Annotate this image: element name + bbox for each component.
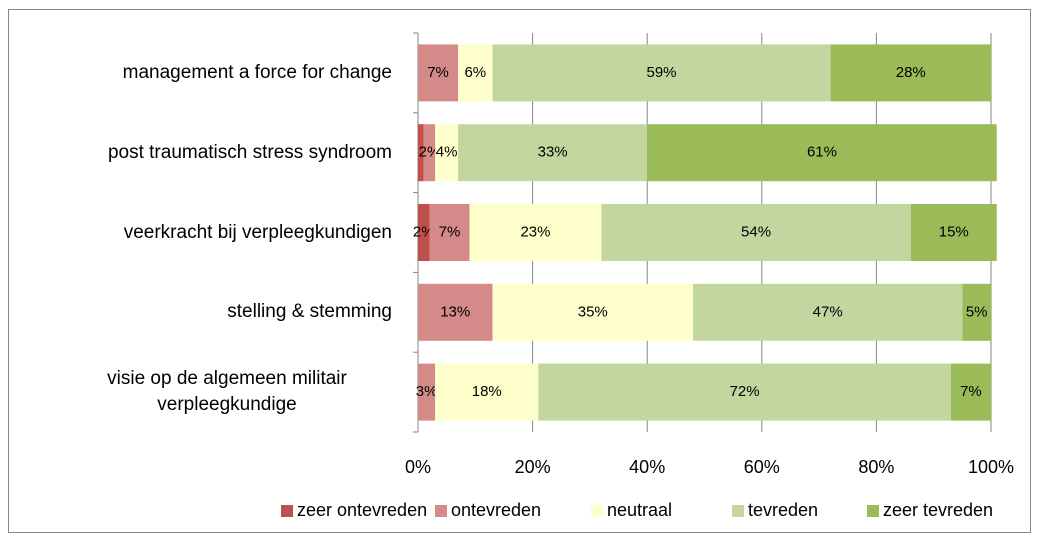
data-label: 54% <box>741 223 771 240</box>
data-label: 3% <box>416 383 438 400</box>
legend-swatch <box>732 505 744 517</box>
x-tick-label: 20% <box>515 457 551 477</box>
bar-segment <box>492 44 831 102</box>
x-tick-label: 0% <box>405 457 431 477</box>
data-label: 47% <box>813 303 843 320</box>
y-tick-label: stelling & stemming <box>227 301 392 323</box>
bar-segment <box>418 283 493 341</box>
y-tick-label: management a force for change <box>122 61 392 83</box>
data-label: 4% <box>436 144 458 161</box>
data-label: 2% <box>413 223 435 240</box>
data-label: 6% <box>464 64 486 81</box>
data-label: 23% <box>520 223 550 240</box>
data-label: 72% <box>730 383 760 400</box>
data-label: 15% <box>939 223 969 240</box>
data-label: 35% <box>578 303 608 320</box>
legend-label: zeer tevreden <box>883 500 993 520</box>
legend-label: zeer ontevreden <box>297 500 427 520</box>
x-tick-label: 80% <box>858 457 894 477</box>
data-label: 7% <box>439 223 461 240</box>
data-label: 7% <box>427 64 449 81</box>
bar-segment <box>647 124 997 182</box>
data-label: 33% <box>538 144 568 161</box>
bar-segment <box>693 283 963 341</box>
bar-segment <box>910 204 997 261</box>
legend-label: neutraal <box>607 500 672 520</box>
legend-swatch <box>867 505 879 517</box>
bar-segment <box>458 44 493 102</box>
data-label: 28% <box>896 64 926 81</box>
bar-segment <box>423 124 436 182</box>
x-tick-label: 100% <box>968 457 1014 477</box>
bar-segment <box>435 363 539 421</box>
y-tick-label: visie op de algemeen militair verpleegku… <box>107 368 347 416</box>
data-label: 61% <box>807 144 837 161</box>
legend-label: tevreden <box>748 500 818 520</box>
bar-segment <box>469 204 602 261</box>
bar-segment <box>418 124 424 182</box>
bar-segment <box>830 44 991 102</box>
bar-segment <box>435 124 459 182</box>
x-tick-label: 40% <box>629 457 665 477</box>
bar-segment <box>429 204 470 261</box>
bar-segment <box>418 44 459 102</box>
bar-segment <box>950 363 991 421</box>
y-tick-label: veerkracht bij verpleegkundigen <box>123 221 392 243</box>
data-label: 7% <box>960 383 982 400</box>
data-label: 2% <box>419 144 441 161</box>
y-tick-label: post traumatisch stress syndroom <box>107 141 392 163</box>
x-tick-label: 60% <box>744 457 780 477</box>
legend-swatch <box>591 505 603 517</box>
bar-segment <box>492 283 694 341</box>
bar-segment <box>538 363 951 421</box>
data-label: 13% <box>440 303 470 320</box>
bar-segment <box>962 283 991 341</box>
legend-swatch <box>435 505 447 517</box>
bar-segment <box>601 204 911 261</box>
bar-segment <box>418 363 436 421</box>
data-label: 18% <box>472 383 502 400</box>
bar-segment <box>458 124 648 182</box>
legend-label: ontevreden <box>451 500 541 520</box>
bar-segment <box>418 204 430 261</box>
legend-swatch <box>281 505 293 517</box>
data-label: 59% <box>647 64 677 81</box>
data-label: 5% <box>966 303 988 320</box>
